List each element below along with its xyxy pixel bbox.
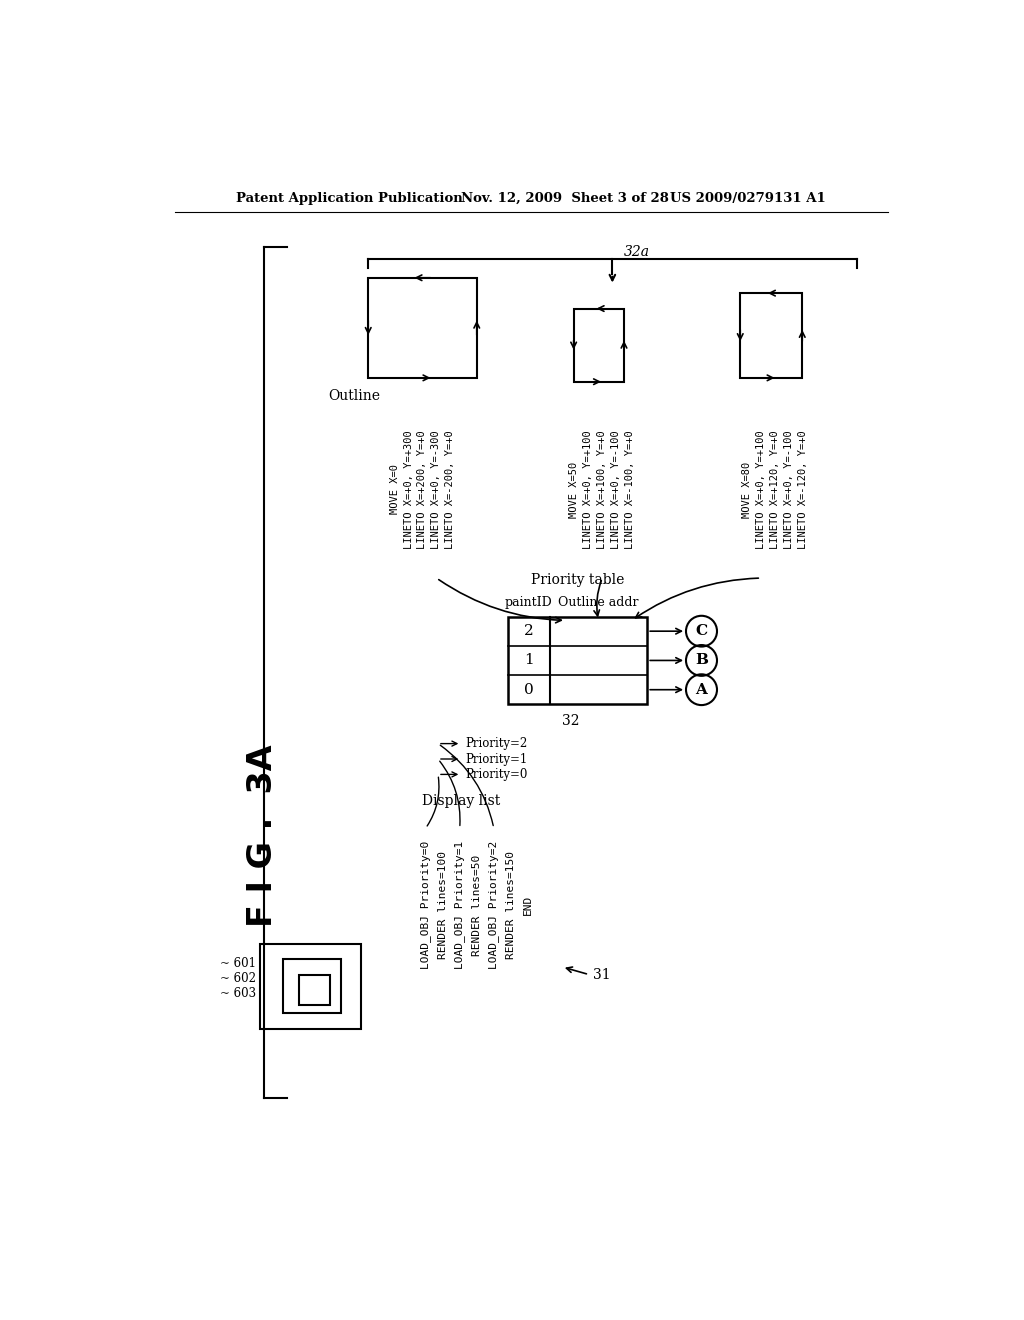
- Text: LINETO X=+120, Y=+0: LINETO X=+120, Y=+0: [770, 430, 780, 549]
- Text: 31: 31: [593, 968, 610, 982]
- Text: MOVE X=0: MOVE X=0: [389, 465, 399, 515]
- Text: Priority=0: Priority=0: [465, 768, 527, 781]
- Bar: [508, 616, 647, 705]
- Bar: [260, 944, 360, 1028]
- Text: 0: 0: [524, 682, 534, 697]
- Text: LOAD_OBJ Priority=0: LOAD_OBJ Priority=0: [420, 841, 431, 969]
- Text: 1: 1: [524, 653, 534, 668]
- Text: Priority=1: Priority=1: [465, 752, 527, 766]
- Text: ~ 603: ~ 603: [220, 987, 256, 1001]
- Text: F I G .  3A: F I G . 3A: [246, 744, 279, 928]
- Text: END: END: [523, 895, 532, 916]
- Text: LINETO X=+0, Y=+100: LINETO X=+0, Y=+100: [756, 430, 766, 549]
- Text: LOAD_OBJ Priority=2: LOAD_OBJ Priority=2: [488, 841, 500, 969]
- Text: MOVE X=80: MOVE X=80: [742, 462, 753, 517]
- Text: Display list: Display list: [422, 795, 501, 808]
- Text: Priority table: Priority table: [530, 573, 625, 586]
- Text: paintID: paintID: [505, 597, 553, 610]
- Text: 2: 2: [524, 624, 534, 638]
- Text: 32a: 32a: [624, 246, 650, 259]
- Bar: [299, 974, 330, 1006]
- Text: LINETO X=+0, Y=-100: LINETO X=+0, Y=-100: [611, 430, 622, 549]
- Bar: [740, 293, 802, 378]
- Text: LINETO X=+100, Y=+0: LINETO X=+100, Y=+0: [597, 430, 607, 549]
- Text: LINETO X=+0, Y=+300: LINETO X=+0, Y=+300: [403, 430, 414, 549]
- Text: ~ 602: ~ 602: [220, 972, 256, 985]
- Text: LINETO X=-100, Y=+0: LINETO X=-100, Y=+0: [626, 430, 635, 549]
- Text: LINETO X=+0, Y=+100: LINETO X=+0, Y=+100: [584, 430, 593, 549]
- Bar: [573, 309, 624, 381]
- Text: ~ 601: ~ 601: [220, 957, 256, 970]
- Text: Outline: Outline: [328, 388, 380, 403]
- Text: LINETO X=-200, Y=+0: LINETO X=-200, Y=+0: [445, 430, 456, 549]
- Text: Priority=2: Priority=2: [465, 737, 527, 750]
- Text: Nov. 12, 2009  Sheet 3 of 28: Nov. 12, 2009 Sheet 3 of 28: [461, 191, 669, 205]
- Text: LINETO X=+0, Y=-100: LINETO X=+0, Y=-100: [784, 430, 794, 549]
- Text: B: B: [695, 653, 708, 668]
- Text: Outline addr: Outline addr: [558, 597, 639, 610]
- Bar: [369, 277, 477, 378]
- Text: A: A: [695, 682, 708, 697]
- Text: LINETO X=+0, Y=-300: LINETO X=+0, Y=-300: [431, 430, 441, 549]
- Text: Patent Application Publication: Patent Application Publication: [237, 191, 463, 205]
- Text: MOVE X=50: MOVE X=50: [569, 462, 580, 517]
- Text: RENDER lines=50: RENDER lines=50: [472, 854, 481, 956]
- Text: C: C: [695, 624, 708, 638]
- Text: RENDER lines=150: RENDER lines=150: [506, 851, 516, 960]
- Text: US 2009/0279131 A1: US 2009/0279131 A1: [671, 191, 826, 205]
- Bar: [283, 960, 341, 1014]
- Text: RENDER lines=100: RENDER lines=100: [437, 851, 447, 960]
- Text: LOAD_OBJ Priority=1: LOAD_OBJ Priority=1: [455, 841, 465, 969]
- Text: LINETO X=+200, Y=+0: LINETO X=+200, Y=+0: [418, 430, 427, 549]
- Text: LINETO X=-120, Y=+0: LINETO X=-120, Y=+0: [798, 430, 808, 549]
- Text: 32: 32: [562, 714, 580, 729]
